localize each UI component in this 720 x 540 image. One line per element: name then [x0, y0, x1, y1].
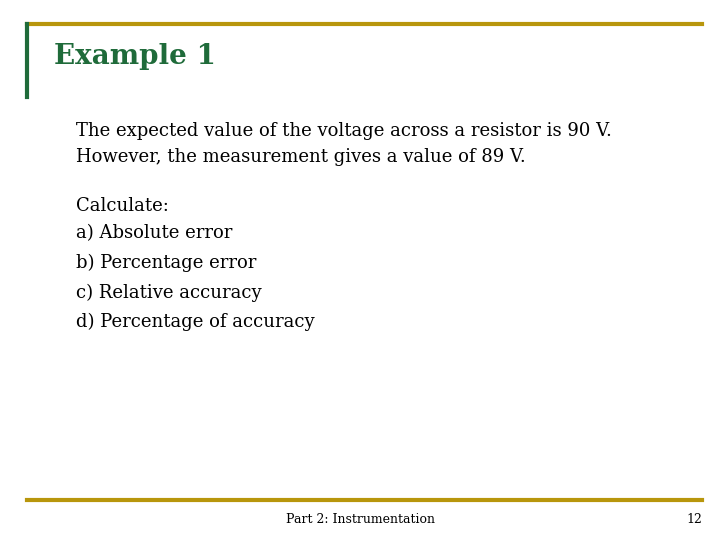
Text: 12: 12 [686, 513, 702, 526]
Text: Example 1: Example 1 [54, 43, 216, 70]
Text: The expected value of the voltage across a resistor is 90 V.: The expected value of the voltage across… [76, 122, 611, 139]
Text: b) Percentage error: b) Percentage error [76, 254, 256, 272]
Text: Part 2: Instrumentation: Part 2: Instrumentation [286, 513, 434, 526]
Text: However, the measurement gives a value of 89 V.: However, the measurement gives a value o… [76, 148, 526, 166]
Text: d) Percentage of accuracy: d) Percentage of accuracy [76, 313, 314, 332]
Text: a) Absolute error: a) Absolute error [76, 224, 232, 242]
Text: Calculate:: Calculate: [76, 197, 168, 215]
Text: c) Relative accuracy: c) Relative accuracy [76, 284, 261, 302]
